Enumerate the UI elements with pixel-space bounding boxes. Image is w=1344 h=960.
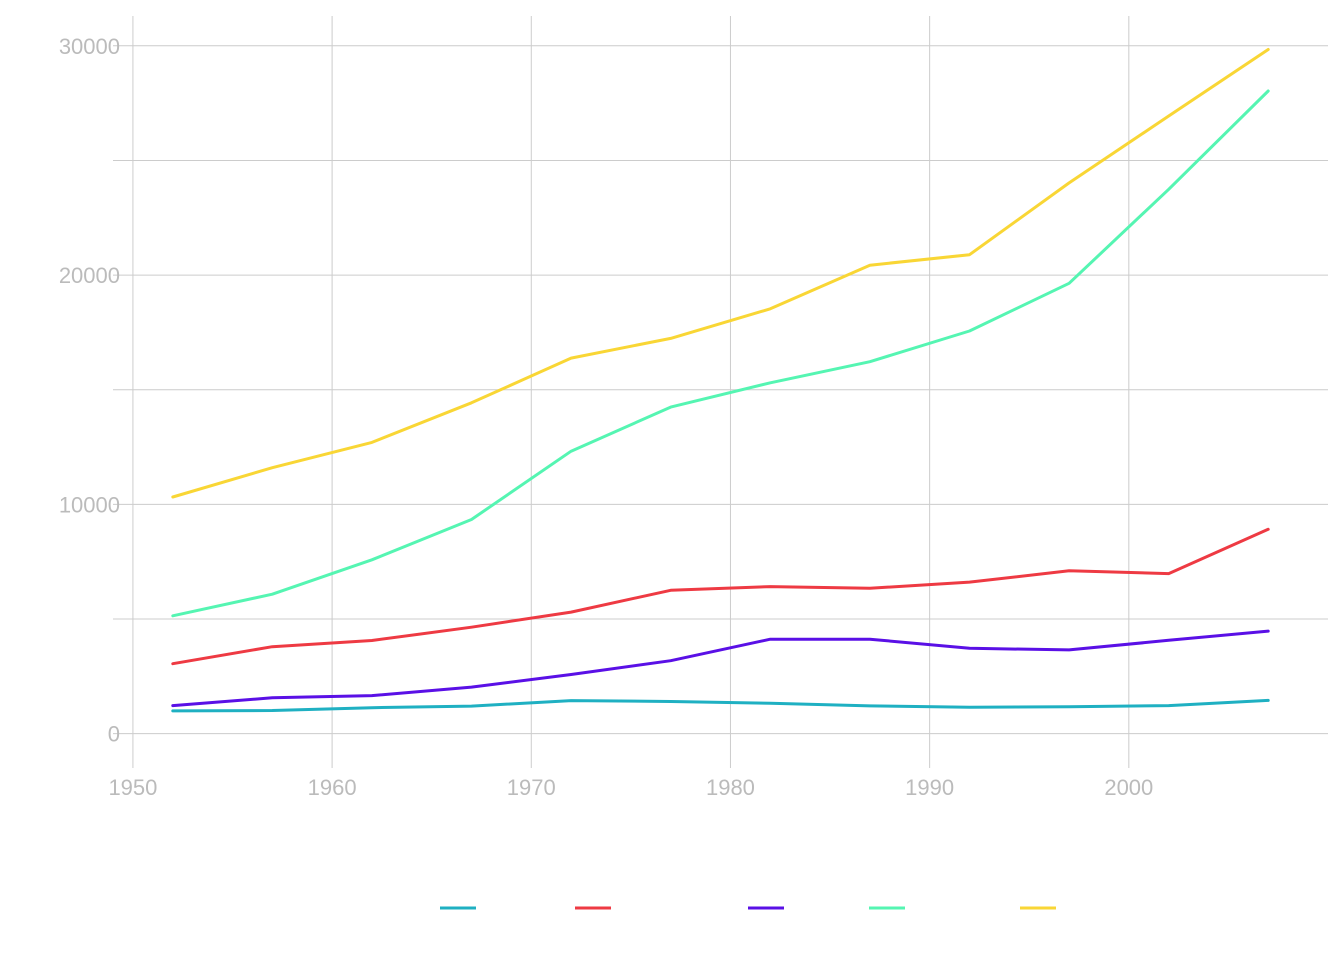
x-tick-label: 1990 (905, 775, 954, 800)
y-tick-label: 20000 (59, 263, 120, 288)
series-line-4 (171, 89, 1270, 618)
x-axis-ticks: 1950 1960 1970 1980 1990 2000 (108, 775, 1153, 800)
series-line-5 (171, 48, 1270, 499)
series-lines (171, 48, 1270, 713)
series-line-1 (171, 698, 1270, 713)
y-tick-label: 30000 (59, 34, 120, 59)
x-tick-label: 2000 (1104, 775, 1153, 800)
x-tick-label: 1980 (706, 775, 755, 800)
x-tick-label: 1950 (108, 775, 157, 800)
x-tick-label: 1960 (308, 775, 357, 800)
y-tick-label: 0 (108, 722, 120, 747)
series-line-3 (171, 629, 1270, 708)
y-axis-ticks: 0 10000 20000 30000 (59, 34, 120, 747)
gridlines (113, 16, 1328, 768)
x-tick-label: 1970 (507, 775, 556, 800)
y-tick-label: 10000 (59, 492, 120, 517)
series-line-2 (171, 527, 1270, 666)
